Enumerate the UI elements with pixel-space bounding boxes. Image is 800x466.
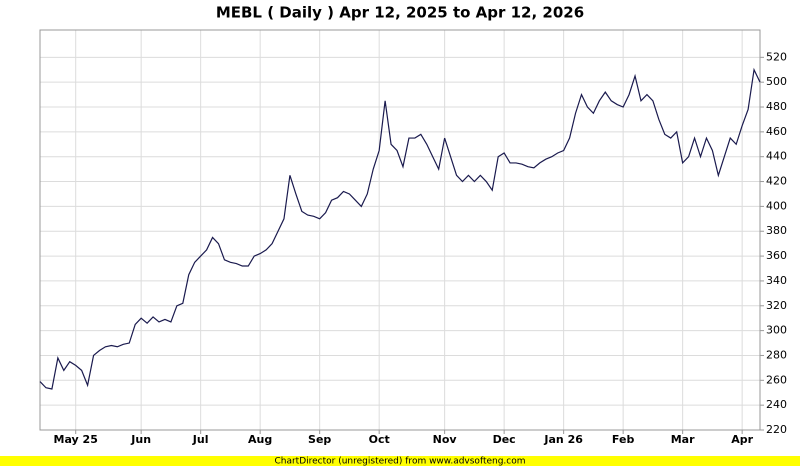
x-tick-label: Jun: [130, 433, 151, 446]
y-tick-label: 220: [766, 423, 787, 436]
y-tick-label: 340: [766, 274, 787, 287]
x-tick-label: Sep: [308, 433, 331, 446]
y-tick-label: 300: [766, 324, 787, 337]
x-tick-label: Jan 26: [543, 433, 583, 446]
x-tick-label: Oct: [369, 433, 390, 446]
y-tick-label: 440: [766, 150, 787, 163]
x-tick-label: Aug: [248, 433, 272, 446]
plot-border: [39, 29, 761, 431]
y-tick-label: 380: [766, 224, 787, 237]
y-tick-label: 460: [766, 125, 787, 138]
footer: ChartDirector (unregistered) from www.ad…: [274, 457, 525, 466]
y-tick-label: 280: [766, 348, 787, 361]
y-tick-label: 400: [766, 199, 787, 212]
y-tick-label: 360: [766, 249, 787, 262]
y-tick-label: 260: [766, 373, 787, 386]
x-tick-label: Jul: [192, 433, 209, 446]
x-tick-label: Apr: [731, 433, 753, 446]
x-tick-label: Feb: [612, 433, 635, 446]
y-tick-label: 320: [766, 299, 787, 312]
chart-title: MEBL ( Daily ) Apr 12, 2025 to Apr 12, 2…: [216, 4, 584, 22]
x-tick-label: Dec: [493, 433, 516, 446]
y-tick-label: 420: [766, 175, 787, 188]
y-tick-label: 480: [766, 100, 787, 113]
y-tick-label: 240: [766, 398, 787, 411]
x-tick-label: May 25: [54, 433, 98, 446]
y-tick-label: 500: [766, 75, 787, 88]
price-line: [39, 67, 761, 390]
x-tick-label: Mar: [671, 433, 695, 446]
footer-bar: [0, 456, 800, 466]
y-tick-label: 520: [766, 50, 787, 63]
x-tick-label: Nov: [433, 433, 458, 446]
plot-area: [39, 29, 761, 431]
